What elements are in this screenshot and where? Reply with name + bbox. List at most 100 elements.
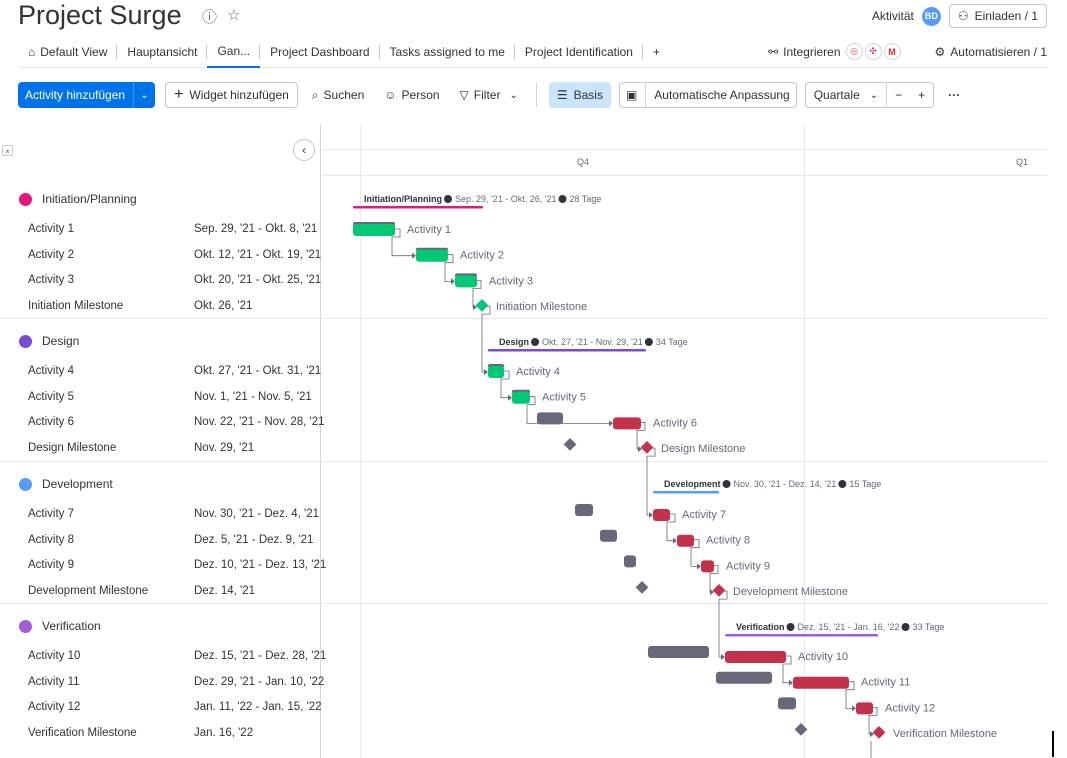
task-bar[interactable] (455, 275, 477, 288)
filter-button[interactable]: ▽ Filter ⌄ (454, 82, 524, 108)
dependency-arrow (721, 654, 725, 660)
tab-hauptansicht[interactable]: Hauptansicht (117, 36, 208, 68)
task-date-range: Okt. 20, '21 - Okt. 25, '21 (194, 274, 322, 287)
baseline-bar (778, 697, 796, 710)
summary-dot (901, 623, 910, 631)
auto-fit-button[interactable]: ▣ Automatische Anpassung (618, 82, 797, 108)
task-name: Verification Milestone (28, 727, 137, 740)
task-row[interactable]: Activity 8 Dez. 5, '21 - Dez. 9, '21 (0, 527, 321, 553)
task-row[interactable]: Activity 2 Okt. 12, '21 - Okt. 19, '21 (0, 242, 321, 268)
invite-button[interactable]: ⚇ Einladen / 1 (948, 4, 1047, 28)
baseline-bar (537, 412, 563, 425)
zoom-out-button[interactable]: − (895, 88, 903, 102)
task-bar[interactable] (488, 366, 504, 378)
view-tabs: ⌂ Default View Hauptansicht Gan... Proje… (18, 36, 1047, 68)
group-summary-dates: Nov. 30, '21 - Dez. 14, '21 (734, 479, 837, 489)
task-row[interactable]: Activity 11 Dez. 29, '21 - Jan. 10, '22 (0, 669, 324, 695)
milestone-diamond[interactable] (475, 299, 489, 312)
group-header[interactable]: Design (0, 328, 321, 354)
group-summary-name: Initiation/Planning (364, 194, 442, 204)
task-bar[interactable] (725, 651, 786, 663)
task-row[interactable]: Activity 5 Nov. 1, '21 - Nov. 5, '21 (0, 384, 321, 410)
task-row[interactable]: Activity 7 Nov. 30, '21 - Dez. 4, '21 (0, 501, 321, 527)
task-row[interactable]: Initiation Milestone Okt. 26, '21 (0, 293, 321, 319)
task-bar[interactable] (613, 417, 641, 430)
activity-link[interactable]: Aktivität (871, 9, 914, 23)
baseline-toggle[interactable]: ☰ Basis (548, 82, 611, 108)
group-summary-days: 28 Tage (570, 194, 602, 204)
dependency-arrow (638, 446, 642, 453)
group-name: Development (42, 477, 113, 491)
group-summary-bar (353, 206, 483, 209)
tab-project-dashboard[interactable]: Project Dashboard (260, 36, 380, 68)
task-date-range: Jan. 11, '22 - Jan. 15, '22 (194, 701, 322, 714)
add-view-button[interactable]: + (643, 36, 670, 68)
star-icon[interactable]: ☆ (227, 7, 241, 24)
group-name: Verification (42, 619, 101, 633)
task-row[interactable]: Verification Milestone Jan. 16, '22 (0, 720, 321, 746)
avatar[interactable]: BD (921, 6, 941, 26)
person-filter-button[interactable]: ☺ Person (378, 82, 445, 108)
task-bar[interactable] (677, 534, 694, 547)
milestone-diamond[interactable] (640, 441, 654, 454)
task-row[interactable]: Design Milestone Nov. 29, '21 (0, 435, 321, 461)
task-name: Activity 7 (28, 508, 75, 520)
dependency-arrow (852, 705, 856, 712)
task-bar[interactable] (653, 509, 670, 521)
task-row[interactable]: Activity 3 Okt. 20, '21 - Okt. 25, '21 (0, 267, 321, 293)
robot-icon: ⚙ (934, 44, 946, 59)
info-icon[interactable]: ⓘ (202, 9, 218, 26)
zoom-in-button[interactable]: + (918, 88, 926, 102)
task-row[interactable]: Activity 9 Dez. 10, '21 - Dez. 13, '21 (0, 552, 326, 578)
task-row[interactable]: Activity 6 Nov. 22, '21 - Nov. 28, '21 (0, 409, 325, 435)
task-date-range: Nov. 30, '21 - Dez. 4, '21 (194, 508, 319, 520)
search-icon: ⌕ (311, 87, 319, 102)
group-header[interactable]: Initiation/Planning (0, 186, 321, 212)
milestone-diamond[interactable] (712, 584, 726, 597)
collapse-all-icon[interactable]: ⌅ (2, 145, 13, 156)
tab-gantt[interactable]: Gan... (207, 36, 261, 68)
task-bar[interactable] (793, 676, 849, 689)
milestone-diamond[interactable] (872, 726, 886, 739)
task-row[interactable]: Activity 4 Okt. 27, '21 - Okt. 31, '21 (0, 358, 321, 384)
group-header[interactable]: Verification (0, 613, 321, 639)
zoom-select[interactable]: Quartale ⌄ (806, 82, 888, 108)
collapse-panel-button[interactable]: ‹ (293, 139, 315, 161)
group-header[interactable]: Development (0, 471, 321, 497)
task-name: Activity 4 (28, 365, 75, 377)
search-button[interactable]: ⌕ Suchen (306, 82, 370, 108)
add-widget-button[interactable]: + Widget hinzufügen (165, 82, 298, 108)
task-date-range: Nov. 22, '21 - Nov. 28, '21 (194, 416, 325, 429)
chevron-down-icon: ⌄ (869, 89, 879, 101)
task-bar[interactable] (353, 224, 395, 236)
dependency-line (526, 396, 612, 424)
task-name: Design Milestone (28, 442, 117, 455)
integration-app-icon: ◎ (845, 43, 863, 60)
task-row[interactable]: Activity 10 Dez. 15, '21 - Dez. 28, '21 (0, 643, 326, 669)
task-bar[interactable] (856, 702, 873, 715)
tab-default-view[interactable]: ⌂ Default View (18, 36, 118, 68)
group-summary-dates: Sep. 29, '21 - Okt. 26, '21 (455, 194, 557, 204)
baseline-milestone (635, 581, 649, 594)
task-row[interactable]: Development Milestone Dez. 14, '21 (0, 578, 321, 604)
task-bar[interactable] (416, 249, 448, 262)
dependency-line (782, 655, 792, 684)
more-options-button[interactable]: ··· (948, 88, 961, 102)
grid-line (804, 124, 805, 758)
dependency-line (646, 447, 656, 516)
tab-project-identification[interactable]: Project Identification (515, 36, 644, 68)
task-name: Activity 2 (28, 248, 75, 261)
task-bar-label: Activity 3 (489, 275, 533, 287)
group-color-dot (19, 334, 32, 348)
chevron-down-icon[interactable]: ⌄ (133, 82, 155, 108)
task-row[interactable]: Activity 1 Sep. 29, '21 - Okt. 8, '21 (0, 216, 321, 242)
task-bar[interactable] (512, 391, 530, 404)
tab-tasks-assigned[interactable]: Tasks assigned to me (380, 36, 516, 68)
automate-button[interactable]: ⚙ Automatisieren / 1 (935, 45, 1047, 59)
task-row[interactable]: Activity 12 Jan. 11, '22 - Jan. 15, '22 (0, 694, 322, 720)
add-activity-button[interactable]: Activity hinzufügen ⌄ (18, 82, 156, 108)
task-bar[interactable] (701, 560, 714, 573)
task-bar-label: Activity 9 (726, 560, 770, 572)
dependency-arrow (484, 369, 488, 375)
integrate-button[interactable]: ⚯ Integrieren ◎ ✣ M (768, 43, 901, 60)
